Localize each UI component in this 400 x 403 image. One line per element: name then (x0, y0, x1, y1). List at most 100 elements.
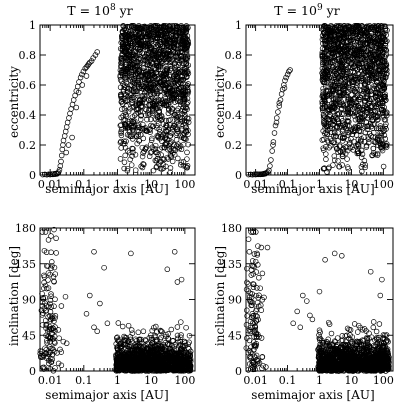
data-point (157, 165, 164, 172)
data-point (159, 58, 165, 64)
data-point (282, 77, 288, 84)
y-tick-label: 0 (29, 365, 36, 378)
data-point (179, 114, 185, 121)
data-point (348, 92, 355, 98)
data-point (145, 70, 151, 77)
data-point (163, 122, 170, 129)
data-point (274, 115, 280, 121)
data-point (147, 45, 154, 51)
data-point (119, 43, 126, 50)
data-point (137, 25, 143, 31)
data-point (136, 40, 142, 46)
data-point (152, 142, 159, 149)
data-point (69, 134, 75, 141)
data-point (53, 250, 59, 256)
data-point (131, 55, 137, 61)
data-point (175, 88, 181, 94)
data-point (180, 84, 187, 91)
data-point (170, 92, 177, 99)
data-point (118, 145, 124, 151)
data-point (60, 137, 67, 144)
data-point (157, 79, 164, 85)
data-point (148, 122, 154, 129)
data-point (344, 156, 350, 162)
data-point (169, 126, 176, 133)
data-point (118, 95, 125, 102)
data-point (169, 124, 176, 131)
data-point (176, 69, 182, 76)
data-point (151, 90, 157, 97)
data-point (184, 164, 190, 171)
data-point (122, 152, 128, 159)
data-point (375, 125, 382, 132)
data-point (91, 249, 97, 255)
data-point (149, 327, 155, 334)
data-point (364, 102, 371, 108)
data-point (131, 36, 138, 42)
data-point (56, 335, 62, 341)
data-point (123, 63, 129, 70)
data-point (53, 235, 59, 242)
data-point (143, 72, 150, 78)
data-point (128, 327, 135, 333)
data-point (129, 330, 136, 336)
data-point (128, 87, 135, 93)
x-ticks: 0.01 0.1 1 10 100 (38, 25, 196, 191)
scatter-points (37, 226, 194, 374)
y-tick-label: 45 (22, 329, 36, 342)
data-point (167, 151, 174, 158)
data-point (325, 83, 332, 89)
data-point (149, 51, 156, 58)
data-point (173, 69, 179, 76)
data-point (163, 128, 169, 135)
data-point (184, 68, 191, 75)
data-point (62, 293, 69, 300)
data-point (183, 105, 190, 111)
data-point (167, 117, 173, 123)
data-point (165, 156, 171, 162)
x-tick-label: 0.1 (75, 374, 93, 387)
panel-eccentricity-1e9: T = 109 yr eccentricity semimajor axis [… (213, 3, 394, 196)
data-point (153, 164, 160, 171)
data-point (85, 61, 92, 67)
data-point (147, 116, 154, 123)
data-point (137, 131, 144, 138)
data-point (150, 79, 157, 86)
data-point (140, 150, 146, 156)
data-point (150, 167, 157, 174)
data-point (183, 57, 190, 63)
data-point (52, 365, 58, 371)
data-point (147, 102, 154, 108)
data-point (143, 106, 149, 113)
data-point (182, 46, 188, 52)
data-point (158, 71, 164, 77)
data-point (160, 38, 167, 45)
data-point (181, 68, 188, 75)
data-point (152, 85, 158, 92)
data-point (125, 108, 132, 115)
data-point (171, 151, 178, 158)
data-point (364, 109, 370, 115)
data-point (118, 114, 124, 121)
data-point (152, 65, 158, 72)
data-point (152, 115, 158, 122)
data-point (184, 88, 191, 95)
data-point (160, 51, 167, 57)
data-point (161, 144, 167, 151)
data-point (178, 126, 185, 132)
data-point (135, 329, 142, 336)
data-point (179, 40, 185, 46)
x-tick-label: 10 (144, 178, 158, 191)
data-point (173, 113, 180, 119)
y-tick-label: 0.8 (225, 49, 243, 62)
data-point (129, 53, 136, 60)
data-point (131, 112, 138, 119)
data-point (87, 59, 93, 66)
data-point (144, 31, 151, 37)
data-point (68, 106, 74, 112)
data-point (55, 327, 62, 333)
data-point (168, 81, 174, 87)
y-tick-label: 0.6 (225, 79, 243, 92)
data-point (179, 118, 186, 124)
x-tick-label: 10 (344, 178, 358, 191)
